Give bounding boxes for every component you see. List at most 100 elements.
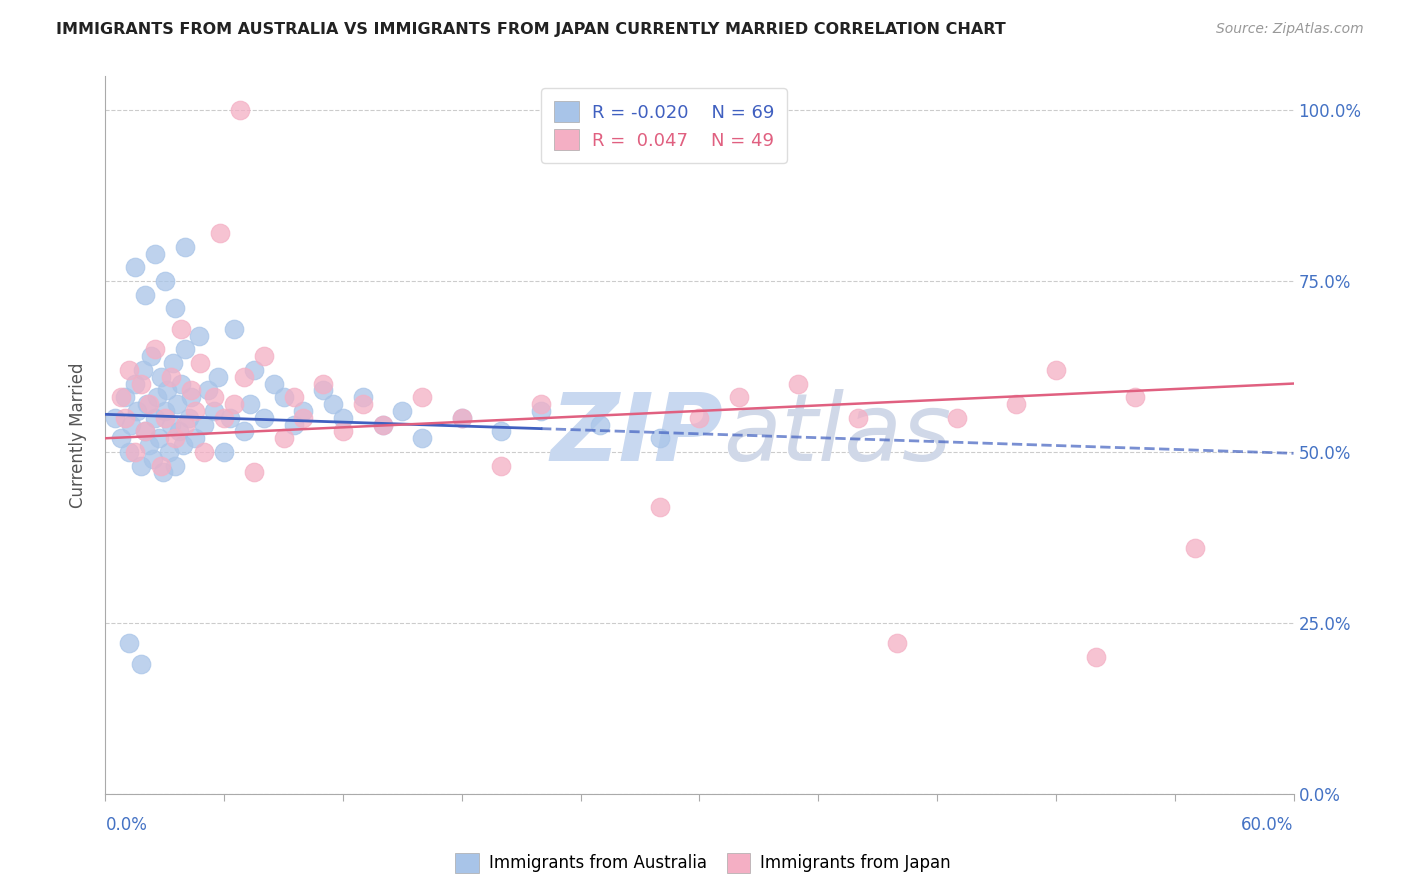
Point bbox=[846, 410, 869, 425]
Point bbox=[173, 240, 195, 254]
Point bbox=[134, 425, 156, 439]
Point bbox=[124, 445, 146, 459]
Point bbox=[202, 390, 225, 404]
Point bbox=[197, 384, 219, 398]
Legend: Immigrants from Australia, Immigrants from Japan: Immigrants from Australia, Immigrants fr… bbox=[449, 847, 957, 880]
Point bbox=[946, 410, 969, 425]
Point bbox=[233, 425, 256, 439]
Text: atlas: atlas bbox=[723, 389, 952, 481]
Point bbox=[152, 466, 174, 480]
Point bbox=[292, 404, 315, 418]
Point bbox=[172, 438, 194, 452]
Point bbox=[118, 636, 141, 650]
Text: ZIP: ZIP bbox=[550, 389, 723, 481]
Point bbox=[1084, 650, 1107, 665]
Point bbox=[209, 226, 232, 240]
Point bbox=[110, 390, 132, 404]
Point bbox=[129, 376, 152, 391]
Point bbox=[491, 425, 513, 439]
Point bbox=[139, 349, 162, 363]
Point bbox=[159, 369, 181, 384]
Point bbox=[149, 458, 172, 473]
Point bbox=[411, 431, 433, 445]
Point bbox=[156, 384, 179, 398]
Point bbox=[114, 410, 136, 425]
Point bbox=[352, 397, 374, 411]
Point bbox=[193, 417, 215, 432]
Point bbox=[138, 438, 160, 452]
Point bbox=[589, 417, 612, 432]
Point bbox=[190, 356, 212, 370]
Point bbox=[173, 417, 195, 432]
Point bbox=[229, 103, 252, 117]
Point bbox=[118, 445, 141, 459]
Point bbox=[163, 431, 186, 445]
Point bbox=[322, 397, 344, 411]
Point bbox=[1005, 397, 1028, 411]
Point bbox=[110, 431, 132, 445]
Point bbox=[134, 287, 156, 301]
Point bbox=[180, 384, 202, 398]
Point bbox=[166, 397, 188, 411]
Point bbox=[391, 404, 413, 418]
Point bbox=[292, 410, 315, 425]
Point bbox=[193, 445, 215, 459]
Point bbox=[149, 369, 172, 384]
Point bbox=[283, 417, 305, 432]
Point bbox=[153, 404, 176, 418]
Point bbox=[332, 410, 354, 425]
Point bbox=[129, 657, 152, 671]
Point bbox=[273, 431, 295, 445]
Point bbox=[180, 390, 202, 404]
Point bbox=[136, 397, 159, 411]
Point bbox=[207, 369, 229, 384]
Point bbox=[159, 417, 181, 432]
Point bbox=[170, 322, 193, 336]
Point bbox=[1184, 541, 1206, 555]
Point bbox=[163, 301, 186, 316]
Point bbox=[1123, 390, 1146, 404]
Point bbox=[491, 458, 513, 473]
Point bbox=[243, 363, 266, 377]
Point bbox=[371, 417, 394, 432]
Point bbox=[202, 404, 225, 418]
Point bbox=[648, 500, 671, 514]
Point bbox=[143, 246, 166, 260]
Point bbox=[143, 343, 166, 357]
Point bbox=[120, 417, 142, 432]
Point bbox=[183, 431, 205, 445]
Point bbox=[886, 636, 908, 650]
Text: IMMIGRANTS FROM AUSTRALIA VS IMMIGRANTS FROM JAPAN CURRENTLY MARRIED CORRELATION: IMMIGRANTS FROM AUSTRALIA VS IMMIGRANTS … bbox=[56, 22, 1005, 37]
Point bbox=[787, 376, 810, 391]
Point bbox=[127, 404, 149, 418]
Point bbox=[162, 356, 184, 370]
Point bbox=[689, 410, 711, 425]
Point bbox=[239, 397, 262, 411]
Point bbox=[273, 390, 295, 404]
Text: Source: ZipAtlas.com: Source: ZipAtlas.com bbox=[1216, 22, 1364, 37]
Point bbox=[134, 425, 156, 439]
Point bbox=[114, 390, 136, 404]
Point bbox=[224, 322, 246, 336]
Point bbox=[253, 349, 276, 363]
Point bbox=[530, 397, 553, 411]
Point bbox=[143, 410, 166, 425]
Point bbox=[648, 431, 671, 445]
Point bbox=[167, 425, 190, 439]
Point bbox=[312, 376, 335, 391]
Point bbox=[183, 404, 205, 418]
Point bbox=[530, 404, 553, 418]
Point bbox=[214, 445, 236, 459]
Point bbox=[283, 390, 305, 404]
Point bbox=[219, 410, 242, 425]
Point bbox=[187, 328, 209, 343]
Point bbox=[153, 410, 176, 425]
Point bbox=[118, 363, 141, 377]
Point bbox=[352, 390, 374, 404]
Point bbox=[411, 390, 433, 404]
Point bbox=[1045, 363, 1067, 377]
Point bbox=[233, 369, 256, 384]
Point bbox=[450, 410, 472, 425]
Point bbox=[124, 260, 146, 275]
Point bbox=[177, 410, 200, 425]
